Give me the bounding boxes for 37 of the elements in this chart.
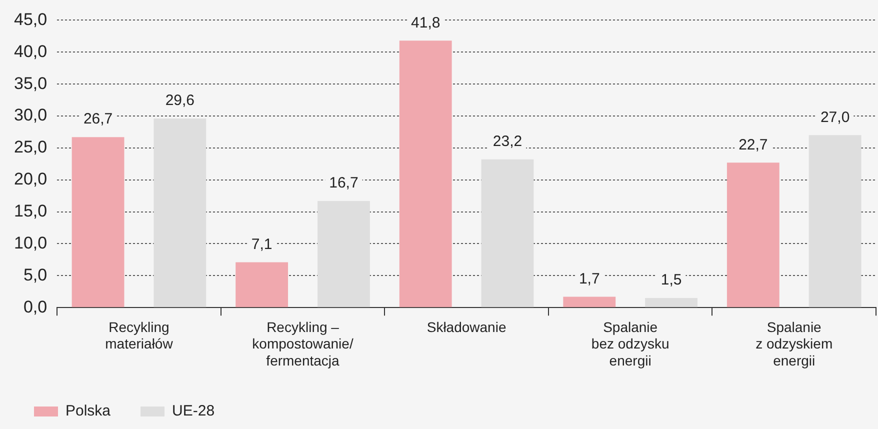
- data-label: 27,0: [820, 108, 850, 126]
- data-label: 41,8: [410, 14, 440, 32]
- bar: [808, 135, 862, 308]
- bar: [726, 162, 780, 308]
- data-label: 16,7: [329, 174, 358, 192]
- y-tick-label: 5,0: [23, 265, 48, 284]
- y-tick-label: 15,0: [14, 201, 48, 220]
- y-tick-label: 35,0: [14, 74, 48, 93]
- bar: [399, 40, 452, 308]
- y-tick-label: 45,0: [14, 10, 48, 29]
- x-tick-label: Składowanie: [426, 318, 506, 335]
- x-tick-label: Spalanie z odzyskiem energii: [756, 318, 833, 368]
- legend-label: Polska: [66, 402, 112, 420]
- y-tick-label: 10,0: [14, 233, 48, 252]
- bar: [154, 118, 206, 308]
- y-tick-label: 20,0: [14, 170, 48, 189]
- bar: [318, 200, 370, 308]
- y-tick-label: 25,0: [14, 138, 48, 157]
- bar: [72, 137, 124, 308]
- data-label: 29,6: [165, 92, 195, 110]
- x-tick-label: Spalanie bez odzysku energii: [591, 318, 670, 368]
- data-label: 1,7: [578, 270, 600, 288]
- y-tick-label: 0,0: [23, 297, 48, 316]
- bar: [236, 262, 288, 308]
- x-tick-label: Recykling materiałów: [105, 318, 174, 352]
- data-label: 23,2: [492, 133, 522, 150]
- bar: [481, 159, 534, 308]
- legend-label: UE-28: [172, 402, 215, 420]
- data-label: 7,1: [251, 236, 272, 253]
- y-tick-label: 30,0: [14, 106, 48, 125]
- data-label: 22,7: [738, 136, 768, 154]
- bar: [563, 296, 616, 308]
- data-label: 1,5: [660, 272, 682, 289]
- y-tick-label: 40,0: [14, 42, 48, 61]
- x-tick-label: Recykling – kompostowanie/ fermentacja: [252, 318, 354, 368]
- bar: [645, 298, 698, 308]
- data-label: 26,7: [83, 110, 113, 128]
